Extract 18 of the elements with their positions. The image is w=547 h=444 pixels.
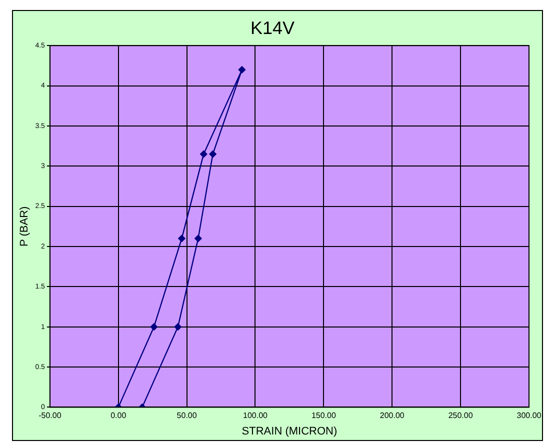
x-tick-label: 100.00 (243, 411, 268, 420)
x-tick-label: 0.00 (110, 411, 127, 420)
point (194, 234, 202, 242)
y-axis-title: P (BAR) (18, 206, 31, 246)
point (200, 150, 208, 158)
point (209, 150, 216, 158)
point (150, 323, 158, 330)
x-axis-title: STRAIN (MICRON) (242, 425, 338, 438)
x-tick-label: 200.00 (380, 411, 405, 420)
point (178, 234, 186, 242)
point (238, 66, 246, 74)
point (174, 323, 182, 330)
x-tick-label: 50.00 (176, 411, 198, 420)
x-tick-label: -50.00 (38, 411, 62, 420)
chart-title: K14V (250, 18, 295, 38)
x-tick-label: 150.00 (311, 411, 336, 420)
x-tick-label: 250.00 (448, 411, 474, 420)
x-tick-label: 300.00 (516, 411, 542, 420)
